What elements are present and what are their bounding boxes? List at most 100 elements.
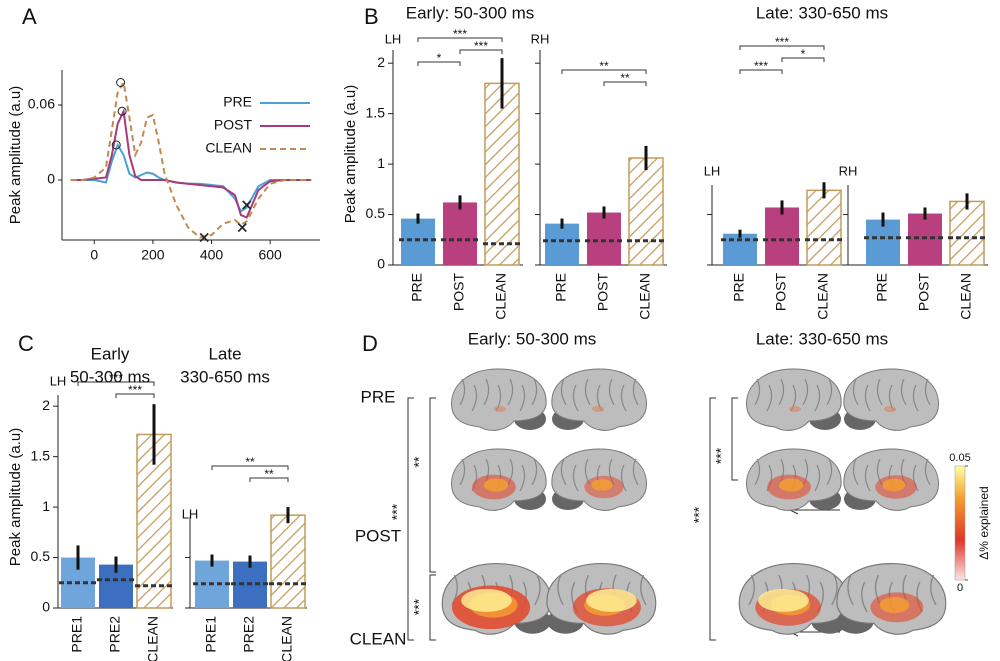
sulcus xyxy=(924,378,931,406)
sulcus xyxy=(861,581,868,613)
sulcus xyxy=(620,464,627,492)
brain xyxy=(451,448,547,511)
x-tick-label: 200 xyxy=(141,247,165,263)
sulcus xyxy=(852,458,859,486)
sulcus xyxy=(826,378,833,406)
brain xyxy=(546,563,657,635)
y-tick-label: 1.5 xyxy=(31,447,51,463)
sulcus xyxy=(471,384,478,412)
activation xyxy=(778,478,804,492)
sulcus xyxy=(560,458,567,486)
chart-subtitle: 330-650 ms xyxy=(180,367,270,386)
peak-marker xyxy=(237,222,247,233)
brain xyxy=(836,563,947,635)
bar xyxy=(866,219,900,265)
x-tick-label: PRE2 xyxy=(107,616,123,653)
bar xyxy=(908,213,942,265)
sig-bracket xyxy=(603,81,647,86)
brain xyxy=(843,448,939,511)
colorbar-label: Δ% explained xyxy=(977,486,991,559)
activation xyxy=(758,588,809,612)
x-tick-label: 600 xyxy=(258,247,282,263)
sig-label: *** xyxy=(754,59,768,73)
sulcus xyxy=(572,464,579,492)
activation xyxy=(591,479,613,491)
sulcus xyxy=(876,378,883,406)
sulcus xyxy=(557,574,564,606)
chart-subtitle: 50-300 ms xyxy=(70,367,150,386)
x-tick-label: PRE2 xyxy=(241,616,257,653)
cortex xyxy=(451,368,547,431)
x-tick-label: CLEAN xyxy=(145,616,161,661)
brain xyxy=(441,563,552,635)
bar xyxy=(401,218,435,265)
sulcus xyxy=(584,378,591,406)
sulcus xyxy=(640,574,647,606)
row-label: POST xyxy=(355,526,401,545)
bracket xyxy=(429,574,436,641)
bar xyxy=(270,514,306,609)
sulcus xyxy=(459,458,466,486)
sig-bracket xyxy=(561,69,647,74)
bar xyxy=(443,202,477,265)
sulcus xyxy=(519,384,526,412)
sig-label: *** xyxy=(109,371,123,385)
bar xyxy=(765,207,799,265)
cortex xyxy=(746,368,842,431)
panel-label: D xyxy=(362,331,378,356)
sig-bracket xyxy=(211,465,289,470)
sulcus xyxy=(814,384,821,412)
panel-label: C xyxy=(18,331,34,356)
brain xyxy=(738,563,849,635)
y-tick-label: 1 xyxy=(377,155,385,171)
sulcus xyxy=(483,378,490,406)
y-tick-label: 0.06 xyxy=(28,96,55,112)
x-tick-label: PRE1 xyxy=(203,616,219,653)
y-axis-label: Peak amplitude (a.u) xyxy=(7,86,24,224)
sig-bracket xyxy=(249,477,289,482)
hemisphere-label: LH xyxy=(182,506,199,521)
line-series xyxy=(70,107,312,219)
peak-marker xyxy=(117,106,127,116)
y-tick-label: 0 xyxy=(377,256,385,272)
sig-label: * xyxy=(437,51,442,65)
bar xyxy=(484,82,520,266)
y-tick-label: 0 xyxy=(42,599,50,615)
sulcus xyxy=(608,378,615,406)
sulcus xyxy=(900,378,907,406)
hemisphere-label: RH xyxy=(531,31,550,46)
sig-bracket xyxy=(77,381,155,386)
x-tick-label: POST xyxy=(773,273,789,312)
sig-label: *** xyxy=(411,598,427,615)
panel-label: A xyxy=(22,4,37,29)
activation xyxy=(461,588,512,612)
sulcus xyxy=(930,574,937,606)
sulcus xyxy=(534,574,541,606)
x-tick-label: POST xyxy=(451,273,467,312)
x-tick-label: CLEAN xyxy=(493,273,509,320)
sig-label: ** xyxy=(599,59,609,73)
y-tick-label: 1 xyxy=(42,498,50,514)
brain xyxy=(551,368,647,431)
sulcus xyxy=(766,384,773,412)
activation xyxy=(483,478,509,492)
activation xyxy=(494,406,506,412)
sulcus xyxy=(831,574,838,606)
cortex xyxy=(843,368,939,431)
sig-bracket xyxy=(417,37,503,42)
sulcus xyxy=(632,378,639,406)
x-tick-label: CLEAN xyxy=(958,273,974,320)
activation xyxy=(882,478,906,492)
brain-images xyxy=(441,368,947,635)
hemisphere-label: RH xyxy=(839,163,858,178)
sulcus xyxy=(754,378,761,406)
sulcus xyxy=(924,458,931,486)
bracket xyxy=(407,397,414,641)
y-tick-label: 2 xyxy=(42,397,50,413)
colorbar-tick-label: 0 xyxy=(957,582,963,594)
sig-bracket xyxy=(459,49,503,54)
x-tick-label: PRE xyxy=(409,273,425,302)
x-tick-label: CLEAN xyxy=(637,273,653,320)
x-tick-label: PRE xyxy=(874,273,890,302)
